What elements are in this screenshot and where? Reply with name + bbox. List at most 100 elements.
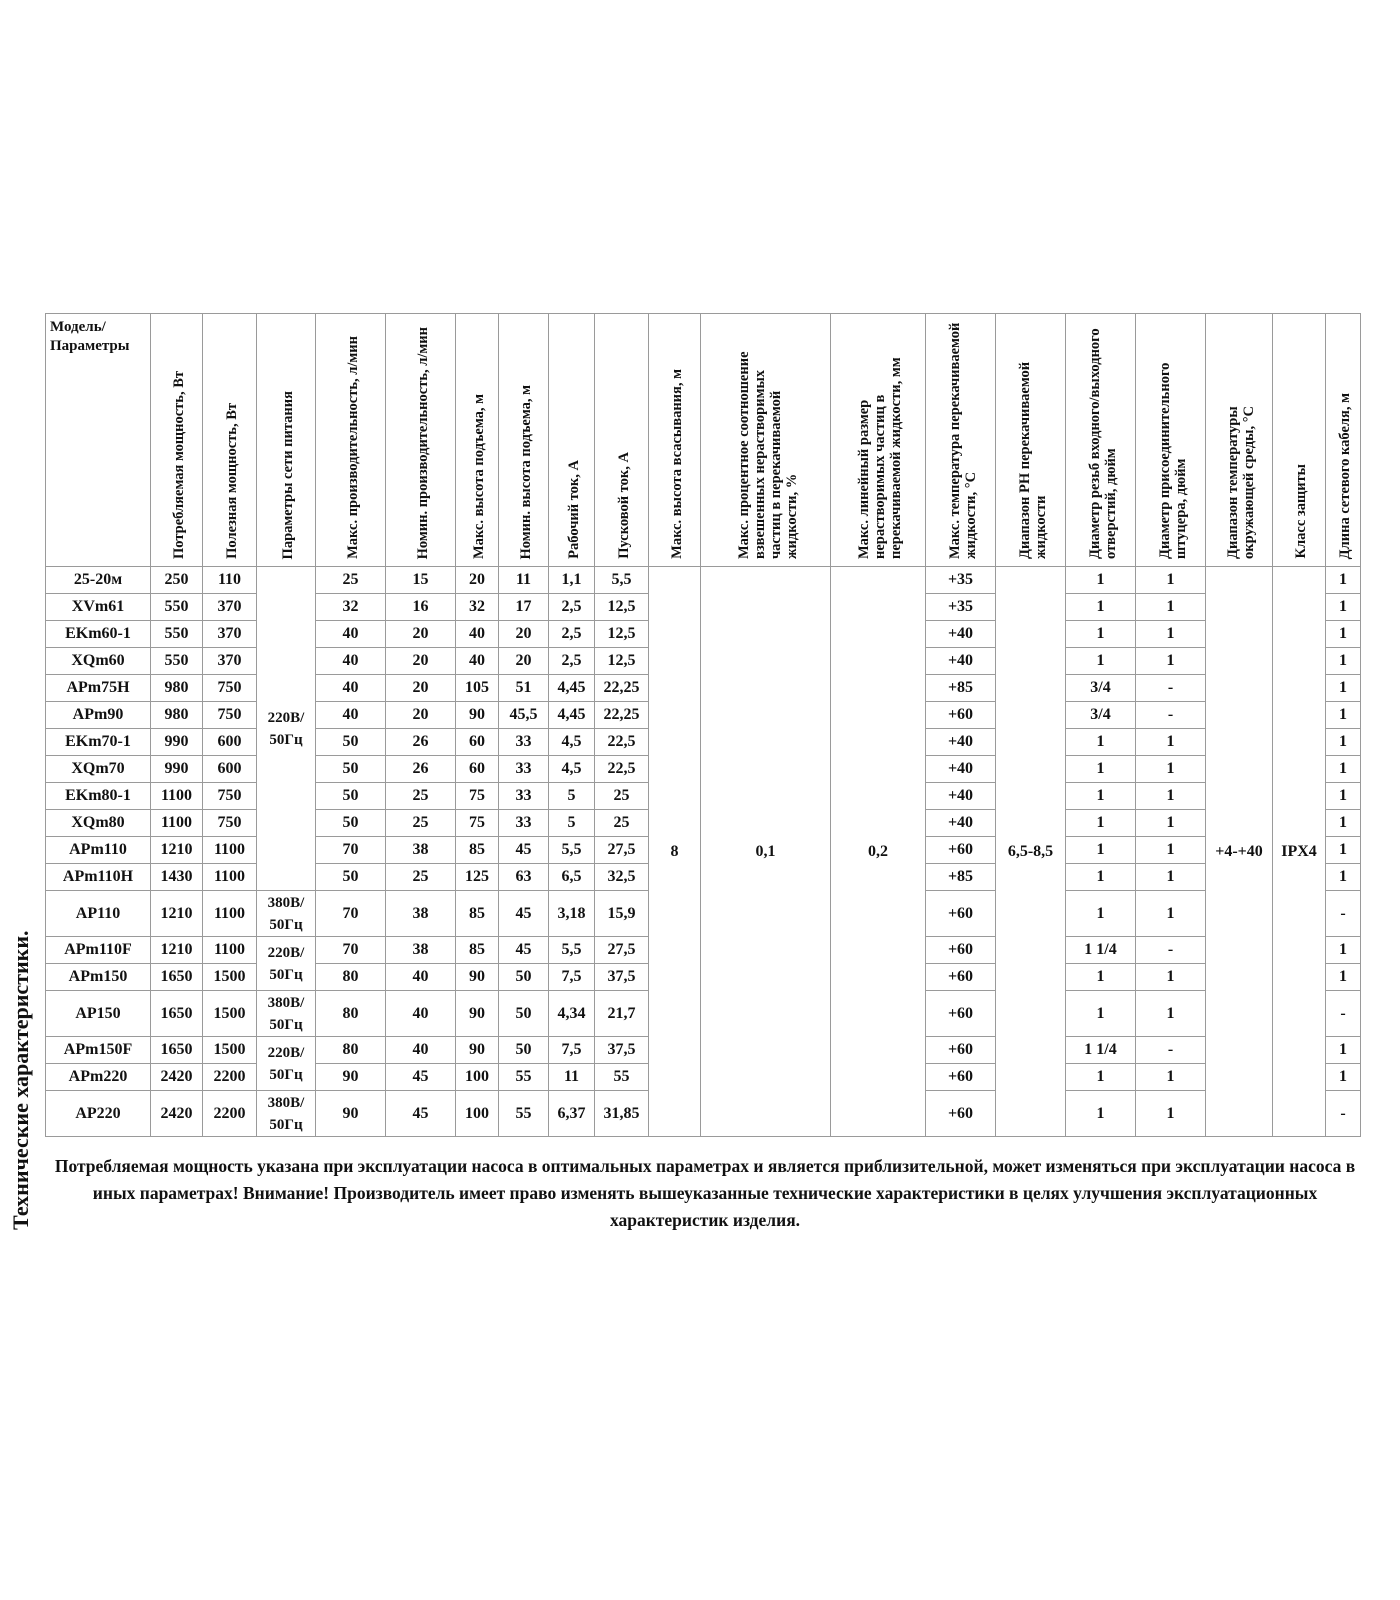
data-cell: 40 <box>315 701 386 729</box>
data-cell: 1 <box>1135 890 1206 937</box>
model-cell: APm150F <box>45 1036 151 1064</box>
data-cell: 2420 <box>150 1090 203 1137</box>
data-cell: 1 <box>1325 755 1361 783</box>
data-cell: 5,5 <box>548 936 595 964</box>
data-cell: 90 <box>455 990 499 1037</box>
data-row: APm110H 1430 1100 50 25 125 63 6,5 32,5 +85 1 1 1 <box>45 863 1361 891</box>
data-cell: 22,5 <box>594 728 649 756</box>
data-cell: 40 <box>455 620 499 648</box>
data-cell: +60 <box>925 1090 996 1137</box>
data-cell: 11 <box>548 1063 595 1091</box>
data-cell: 25 <box>385 863 456 891</box>
data-cell: 12,5 <box>594 620 649 648</box>
data-cell: 32 <box>455 593 499 621</box>
header-text: Макс. производительность, л/мин <box>344 336 361 559</box>
data-cell: 20 <box>455 566 499 594</box>
data-cell: +60 <box>925 701 996 729</box>
data-row: APm150F 1650 1500 220В/ 50Гц 80 40 90 50 7,5 37,5… <box>45 1036 1361 1091</box>
header-text: Макс. температура перекачиваемой жидкост… <box>946 322 979 559</box>
data-cell: 1 <box>1325 836 1361 864</box>
data-cell: 20 <box>498 647 549 675</box>
header-cell: Макс. высота всасывания, м <box>648 313 701 567</box>
data-cell: 5,5 <box>548 836 595 864</box>
network-cell: 380В/ 50Гц <box>256 990 316 1037</box>
data-cell: 1 <box>1065 990 1136 1037</box>
data-cell: 1 <box>1325 647 1361 675</box>
network-cell: 220В/ 50Гц <box>256 1036 316 1091</box>
data-cell: 33 <box>498 728 549 756</box>
data-cell: 20 <box>385 647 456 675</box>
data-cell: 1 <box>1065 836 1136 864</box>
data-row: EKm80-1 1100 750 50 25 75 33 5 25 +40 1 1 1 <box>45 782 1361 810</box>
header-cell: Пусковой ток, А <box>594 313 649 567</box>
data-cell: +40 <box>925 620 996 648</box>
side-title: Технические характеристики. <box>8 930 33 1230</box>
header-text: Рабочий ток, А <box>565 460 582 559</box>
data-cell: 1100 <box>202 863 257 891</box>
data-cell: 750 <box>202 809 257 837</box>
data-cell: 1 <box>1135 593 1206 621</box>
data-cell: +40 <box>925 809 996 837</box>
model-cell: XVm61 <box>45 593 151 621</box>
network-text: 380В/ 50Гц <box>267 894 305 933</box>
data-cell: - <box>1135 936 1206 964</box>
data-cell: 1 <box>1325 936 1361 964</box>
shared-cell: IPX4 <box>1272 566 1326 1137</box>
model-cell: APm220 <box>45 1063 151 1091</box>
data-cell: 20 <box>385 674 456 702</box>
model-cell: EKm80-1 <box>45 782 151 810</box>
model-cell: AP110 <box>45 890 151 937</box>
data-cell: 32 <box>315 593 386 621</box>
header-cell: Диапазон температуры окружающей среды, °… <box>1205 313 1273 567</box>
data-cell: 50 <box>498 1036 549 1064</box>
data-cell: 50 <box>315 809 386 837</box>
header-text: Номин. производительность, л/мин <box>414 326 431 559</box>
data-row: APm75H 980 750 40 20 105 51 4,45 22,25 +85 3/4- 1 <box>45 674 1361 702</box>
header-cell: Модель/ Параметры <box>45 313 151 567</box>
data-cell: 1 <box>1135 809 1206 837</box>
header-cell: Номин. высота подъема, м <box>498 313 549 567</box>
data-cell: 1 <box>1065 647 1136 675</box>
header-cell: Макс. температура перекачиваемой жидкост… <box>925 313 996 567</box>
shared-cell: +4-+40 <box>1205 566 1273 1137</box>
header-text: Диапазон температуры окружающей среды, °… <box>1225 406 1257 559</box>
header-text: Диапазон PH перекачиваемой жидкости <box>1016 361 1049 559</box>
data-cell: 40 <box>315 647 386 675</box>
network-cell: 380В/ 50Гц <box>256 890 316 937</box>
data-cell: 2,5 <box>548 620 595 648</box>
data-cell: +40 <box>925 782 996 810</box>
data-cell: 80 <box>315 963 386 991</box>
data-cell: 980 <box>150 674 203 702</box>
data-cell: 17 <box>498 593 549 621</box>
data-cell: 40 <box>315 620 386 648</box>
data-cell: - <box>1135 701 1206 729</box>
data-cell: - <box>1325 890 1361 937</box>
data-cell: 1 <box>1325 566 1361 594</box>
data-cell: 1 <box>1065 782 1136 810</box>
data-cell: 1 <box>1135 836 1206 864</box>
data-cell: 5 <box>548 809 595 837</box>
data-cell: +60 <box>925 1036 996 1064</box>
data-cell: 26 <box>385 755 456 783</box>
network-cell: 380В/ 50Гц <box>256 1090 316 1137</box>
model-cell: APm75H <box>45 674 151 702</box>
data-cell: 75 <box>455 809 499 837</box>
data-cell: 4,45 <box>548 701 595 729</box>
data-cell: 105 <box>455 674 499 702</box>
data-row: AP150 1650 1500 380В/ 50Гц 80 40 90 50 4,34 21,7 +… <box>45 990 1361 1037</box>
data-cell: +40 <box>925 647 996 675</box>
data-cell: 50 <box>315 863 386 891</box>
data-row: XVm61 550 370 32 16 32 17 2,5 12,5 +35 1 1 1 <box>45 593 1361 621</box>
data-cell: 50 <box>315 782 386 810</box>
data-row: AP110 1210 1100 380В/ 50Гц 70 38 85 45 3,18 15,9 +… <box>45 890 1361 937</box>
model-cell: AP220 <box>45 1090 151 1137</box>
data-cell: 980 <box>150 701 203 729</box>
data-cell: 38 <box>385 836 456 864</box>
data-cell: 1100 <box>202 936 257 964</box>
model-cell: APm110F <box>45 936 151 964</box>
data-cell: 33 <box>498 809 549 837</box>
data-cell: 600 <box>202 728 257 756</box>
data-cell: 1 <box>1325 593 1361 621</box>
